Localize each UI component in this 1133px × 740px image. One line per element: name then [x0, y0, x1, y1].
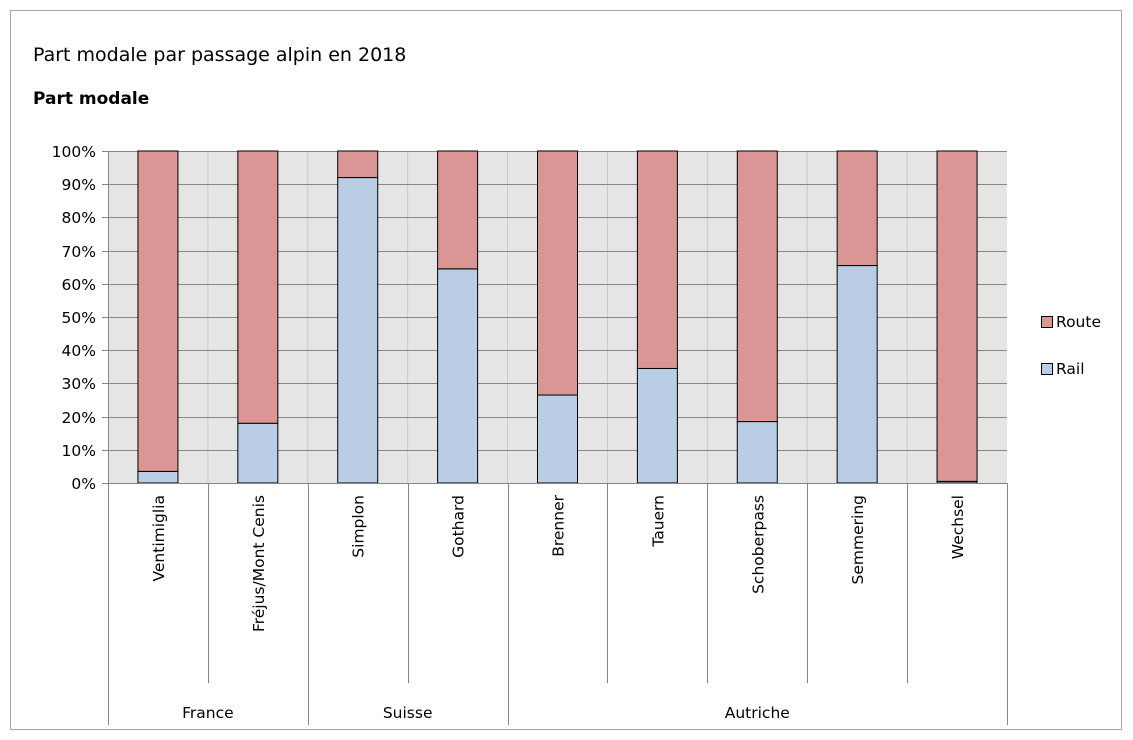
bar-route	[736, 150, 778, 423]
group-label: Suisse	[383, 704, 433, 722]
chart-frame	[10, 10, 1122, 730]
y-tick-label: 90%	[62, 176, 96, 194]
category-label: Fréjus/Mont Cenis	[250, 495, 268, 632]
legend-label-rail: Rail	[1056, 360, 1085, 378]
bar-route	[936, 150, 978, 482]
bar-rail	[237, 422, 279, 484]
legend-swatch-rail	[1041, 363, 1053, 375]
y-tick-label: 100%	[52, 143, 96, 161]
bar-rail	[636, 367, 678, 484]
bar-rail	[537, 394, 578, 484]
y-tick-label: 80%	[62, 209, 96, 227]
y-tick-label: 30%	[62, 375, 96, 393]
bar-rail	[736, 421, 778, 484]
group-label: France	[182, 704, 234, 722]
category-label: Gothard	[450, 495, 468, 558]
category-label: Simplon	[350, 495, 368, 558]
bar-rail	[137, 470, 179, 484]
chart-title: Part modale par passage alpin en 2018	[33, 44, 407, 66]
y-tick-label: 10%	[62, 442, 96, 460]
bar-route	[537, 150, 578, 396]
y-tick-label: 0%	[71, 475, 96, 493]
chart-subtitle: Part modale	[33, 89, 150, 109]
bar-rail	[337, 177, 379, 484]
y-tick-label: 40%	[62, 342, 96, 360]
y-tick-label: 60%	[62, 276, 96, 294]
bar-route	[237, 150, 279, 424]
category-label: Brenner	[550, 494, 568, 556]
category-label: Tauern	[649, 495, 667, 548]
bar-route	[137, 150, 179, 472]
bar-rail	[437, 268, 479, 484]
y-tick-label: 70%	[62, 243, 96, 261]
bar-route	[337, 150, 379, 179]
group-label: Autriche	[725, 704, 790, 722]
bar-route	[636, 150, 678, 369]
category-label: Semmering	[849, 495, 867, 584]
bar-route	[836, 150, 878, 267]
legend-swatch-route	[1041, 316, 1053, 328]
category-label: Schoberpass	[749, 495, 767, 594]
category-label: Wechsel	[949, 495, 967, 559]
bar-route	[437, 150, 479, 270]
y-tick-label: 50%	[62, 309, 96, 327]
bar-rail	[836, 265, 878, 484]
category-label: Ventimiglia	[150, 495, 168, 582]
legend-label-route: Route	[1056, 313, 1101, 331]
y-tick-label: 20%	[62, 409, 96, 427]
